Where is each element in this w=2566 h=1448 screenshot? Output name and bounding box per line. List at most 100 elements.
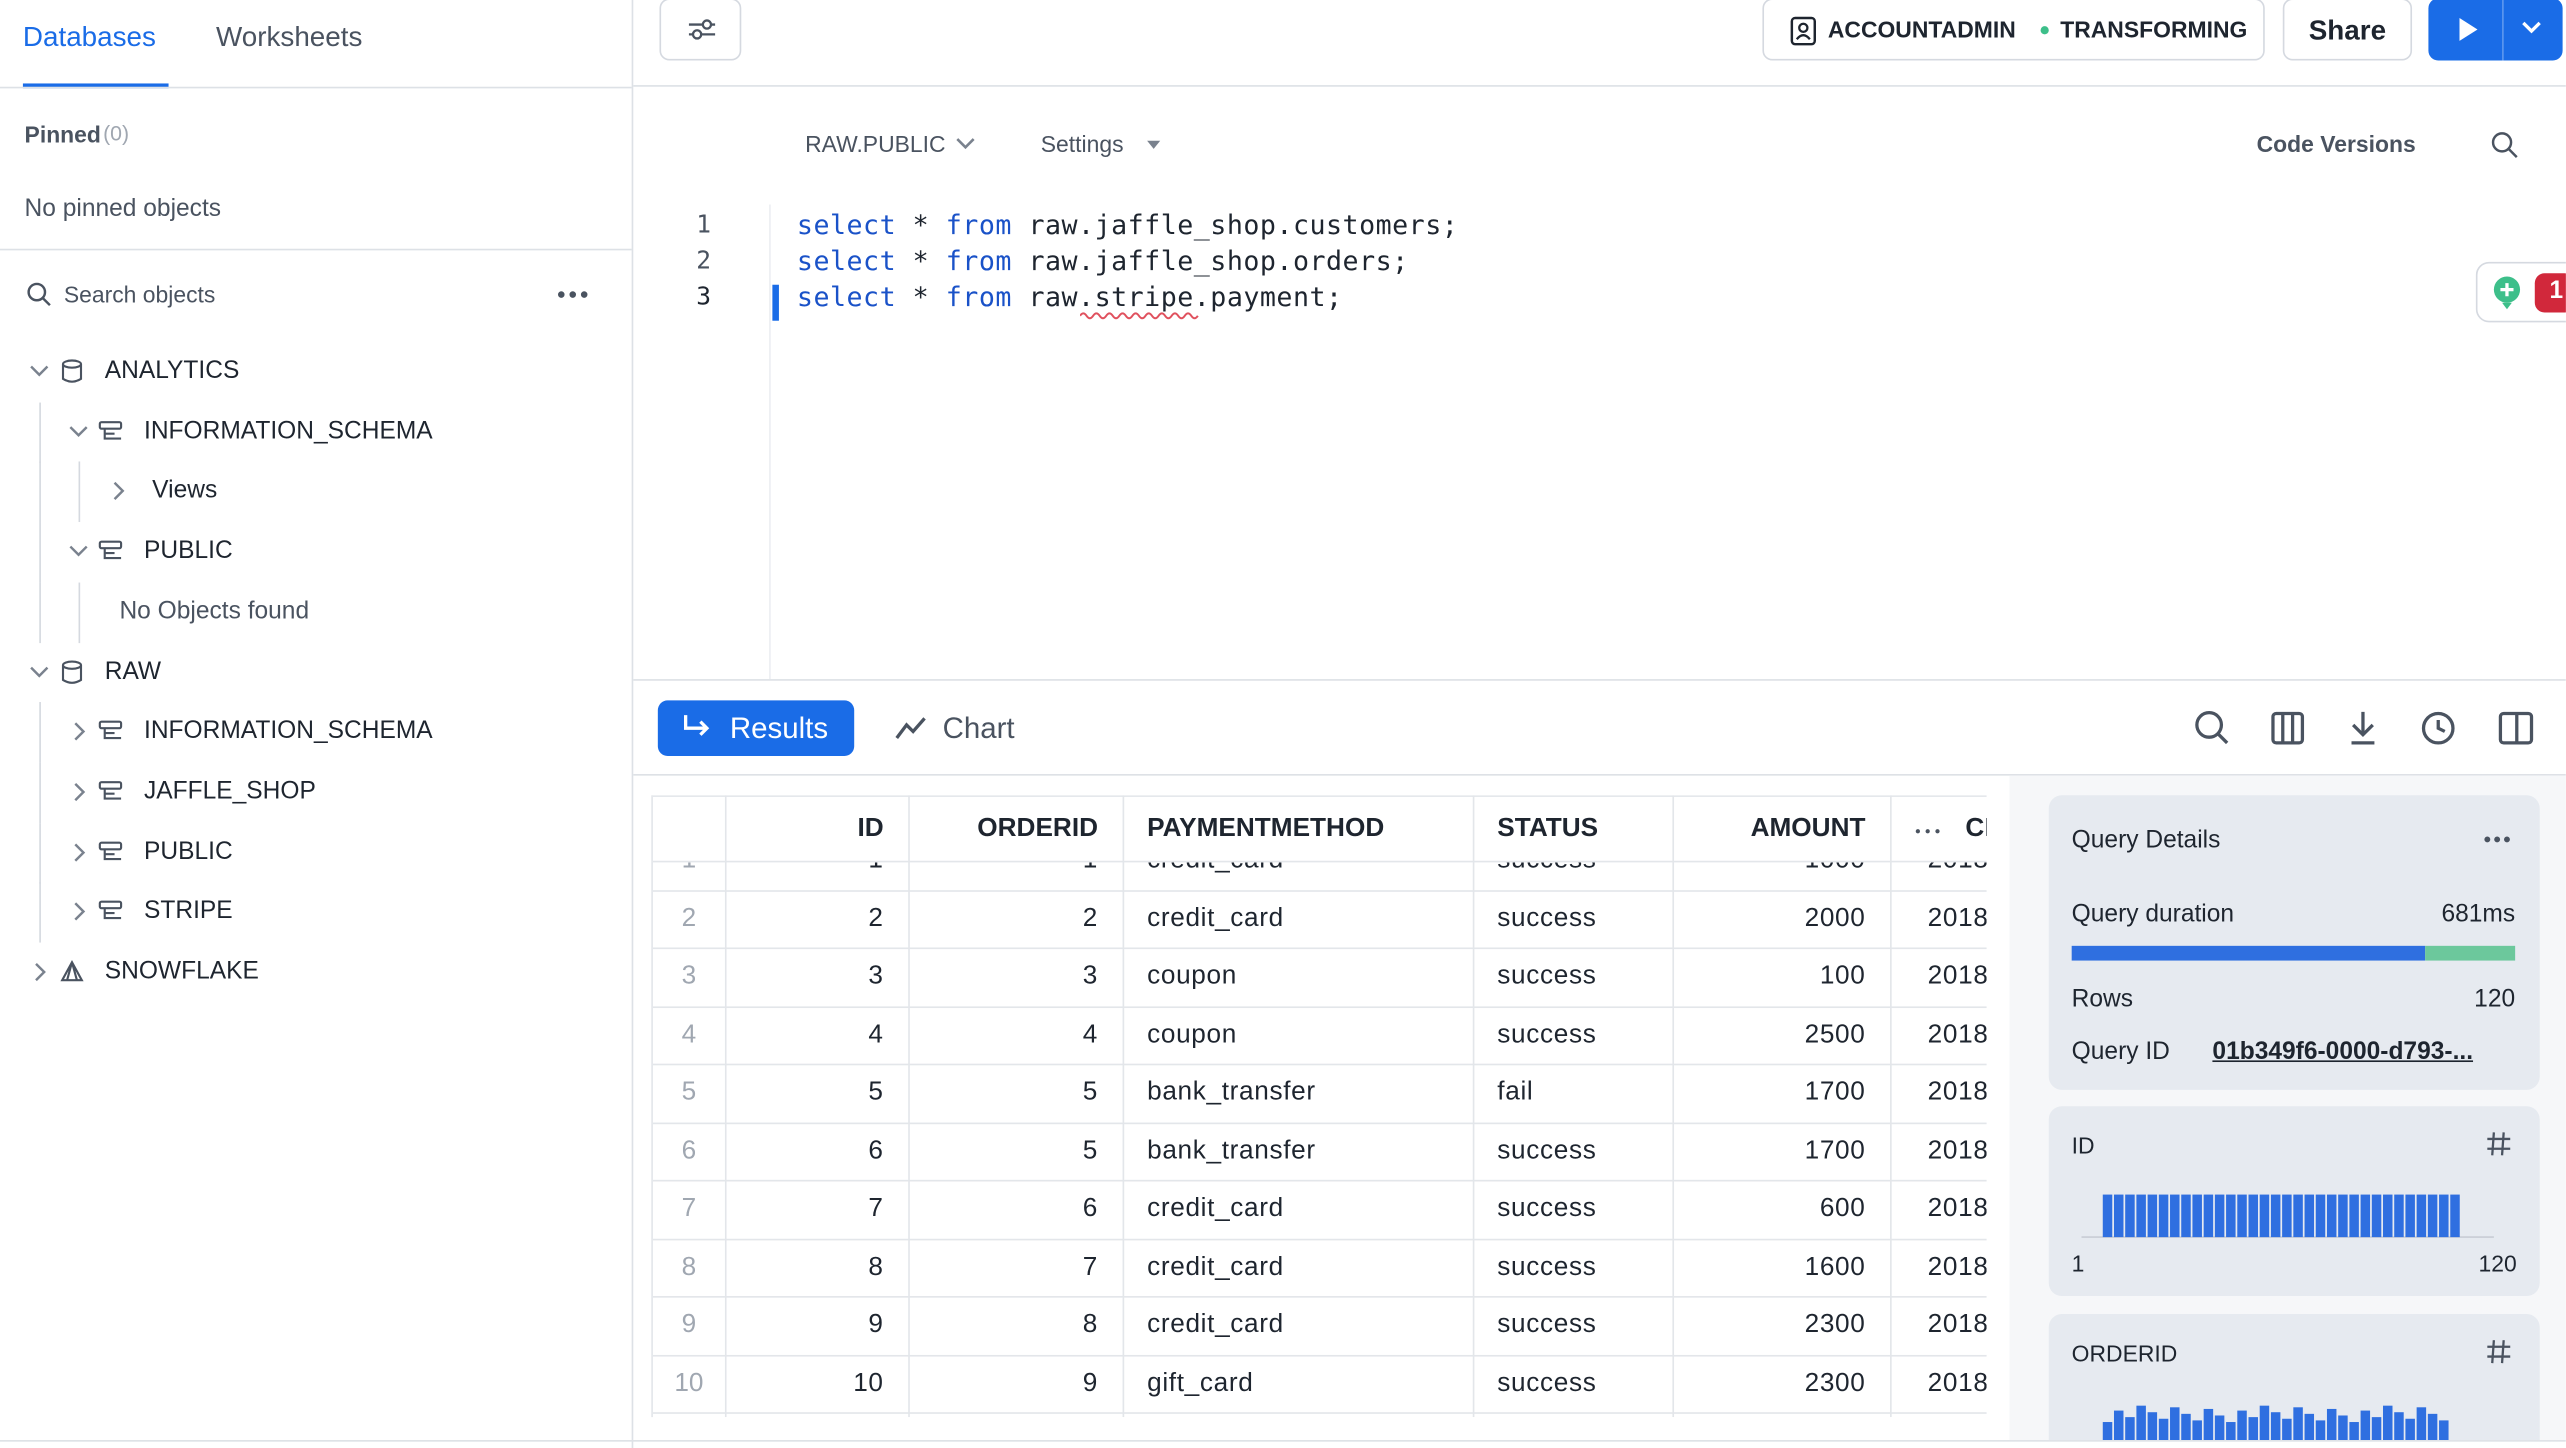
- column-header[interactable]: CREATED: [1965, 814, 1986, 843]
- tree-node[interactable]: PUBLIC: [144, 536, 233, 565]
- caret: [1147, 140, 1161, 149]
- tab-databases[interactable]: Databases: [22, 21, 156, 53]
- query-id[interactable]: 01b349f6-0000-d793-...: [2212, 1037, 2474, 1066]
- cell: 2500: [1804, 1020, 1866, 1049]
- more-button[interactable]: [2482, 835, 2511, 845]
- dot: [1925, 829, 1930, 834]
- context-selector[interactable]: RAW.PUBLIC: [805, 130, 946, 158]
- row-number: 3: [681, 962, 697, 991]
- schema-icon: [98, 841, 123, 860]
- column-header[interactable]: ID: [857, 814, 884, 843]
- histogram-bin: [2170, 1407, 2180, 1441]
- more-button[interactable]: [556, 288, 589, 301]
- column-header[interactable]: STATUS: [1497, 814, 1599, 843]
- tree-node[interactable]: ANALYTICS: [104, 356, 240, 385]
- cell: 2018: [1927, 1136, 1987, 1165]
- assist-widget[interactable]: 1: [2475, 261, 2566, 323]
- column-border: [1890, 795, 1892, 1418]
- tree-guide: [39, 702, 41, 763]
- results-divider: [633, 679, 2566, 681]
- histogram-bin: [2136, 1405, 2146, 1441]
- schema-top: [98, 540, 123, 550]
- chevron-path: [113, 482, 125, 501]
- schema-icon: [98, 720, 123, 740]
- tab-worksheets[interactable]: Worksheets: [216, 21, 363, 53]
- panel-tool[interactable]: [2498, 711, 2534, 745]
- schema-top: [98, 901, 123, 910]
- histogram-bin: [2259, 1194, 2270, 1238]
- row-number: 8: [681, 1252, 697, 1281]
- editor-search[interactable]: [2491, 131, 2519, 159]
- columns-tool[interactable]: [2271, 711, 2305, 745]
- cell: fail: [1497, 1078, 1534, 1107]
- column-border: [908, 795, 910, 1418]
- results-tab[interactable]: Results: [657, 700, 855, 757]
- db-body: [61, 364, 83, 383]
- chevron-right[interactable]: [29, 962, 49, 982]
- tree-node[interactable]: INFORMATION_SCHEMA: [144, 416, 433, 445]
- chevron-right[interactable]: [69, 842, 89, 862]
- table-row: 10 10 9 gift_card success 2300 2018: [652, 1356, 1987, 1414]
- code-token: *: [912, 281, 930, 313]
- search-objects[interactable]: Search objects: [63, 281, 216, 308]
- settings[interactable]: Settings: [1040, 130, 1124, 158]
- chart-icon: [895, 717, 926, 739]
- chevron-down[interactable]: [69, 542, 89, 562]
- schema-branch: [103, 788, 122, 800]
- column-header[interactable]: PAYMENTMETHOD: [1147, 814, 1385, 843]
- cell: coupon: [1147, 962, 1237, 991]
- column-menu[interactable]: [1915, 828, 1941, 835]
- histogram-bin: [2360, 1410, 2371, 1441]
- tree-guide: [39, 522, 41, 583]
- histogram-bin: [2371, 1194, 2382, 1238]
- cell: 2: [1082, 904, 1099, 932]
- chevron-down[interactable]: [69, 422, 89, 442]
- histogram-bin: [2282, 1194, 2292, 1238]
- code-versions[interactable]: Code Versions: [2256, 130, 2416, 158]
- tree-node[interactable]: PUBLIC: [144, 837, 233, 865]
- cell: 2000: [1804, 904, 1866, 932]
- tree-node[interactable]: SNOWFLAKE: [104, 957, 259, 986]
- row-number: 10: [674, 1368, 704, 1397]
- filter-button[interactable]: [659, 0, 742, 61]
- chevron-down[interactable]: [29, 362, 49, 382]
- chevron-right[interactable]: [108, 482, 128, 502]
- chart-tab[interactable]: Chart: [942, 711, 1015, 745]
- tree-guide: [39, 582, 41, 643]
- histogram-bin: [2394, 1194, 2404, 1238]
- tree-node[interactable]: Views: [152, 476, 218, 505]
- tree-guide: [39, 882, 41, 944]
- schema-branch: [103, 848, 122, 860]
- run-button[interactable]: [2428, 0, 2563, 61]
- cell: 2300: [1804, 1310, 1866, 1339]
- line-number: 3: [696, 281, 712, 311]
- tree-node[interactable]: JAFFLE_SHOP: [144, 777, 316, 805]
- hash: [2491, 1132, 2496, 1156]
- histogram-bin: [2405, 1418, 2415, 1441]
- history-tool[interactable]: [2421, 711, 2455, 745]
- chevron-down[interactable]: [29, 662, 49, 682]
- assist-icon: [2493, 276, 2521, 310]
- cell: success: [1497, 904, 1597, 932]
- column-header[interactable]: ORDERID: [977, 814, 1099, 843]
- column-header[interactable]: AMOUNT: [1750, 814, 1866, 843]
- share-button[interactable]: Share: [2282, 0, 2413, 61]
- tree-node[interactable]: STRIPE: [144, 897, 233, 926]
- chevron-right[interactable]: [69, 722, 89, 742]
- histogram-bin: [2338, 1415, 2348, 1441]
- search-tool[interactable]: [2195, 711, 2229, 745]
- chevron-right[interactable]: [69, 782, 89, 802]
- cell: 600: [1819, 1194, 1866, 1223]
- tree-node[interactable]: INFORMATION_SCHEMA: [144, 717, 433, 745]
- cell: 8: [1082, 1310, 1099, 1339]
- histogram-bin: [2136, 1194, 2146, 1238]
- download-tool[interactable]: [2351, 711, 2375, 745]
- chevron: [956, 138, 975, 150]
- context-button[interactable]: ACCOUNTADMIN TRANSFORMING: [1762, 0, 2265, 61]
- chevron-right[interactable]: [69, 902, 89, 922]
- tree-node[interactable]: RAW: [104, 657, 162, 685]
- keyword: select: [796, 281, 897, 313]
- row-number: 1: [653, 862, 725, 875]
- chevron-path: [69, 545, 88, 557]
